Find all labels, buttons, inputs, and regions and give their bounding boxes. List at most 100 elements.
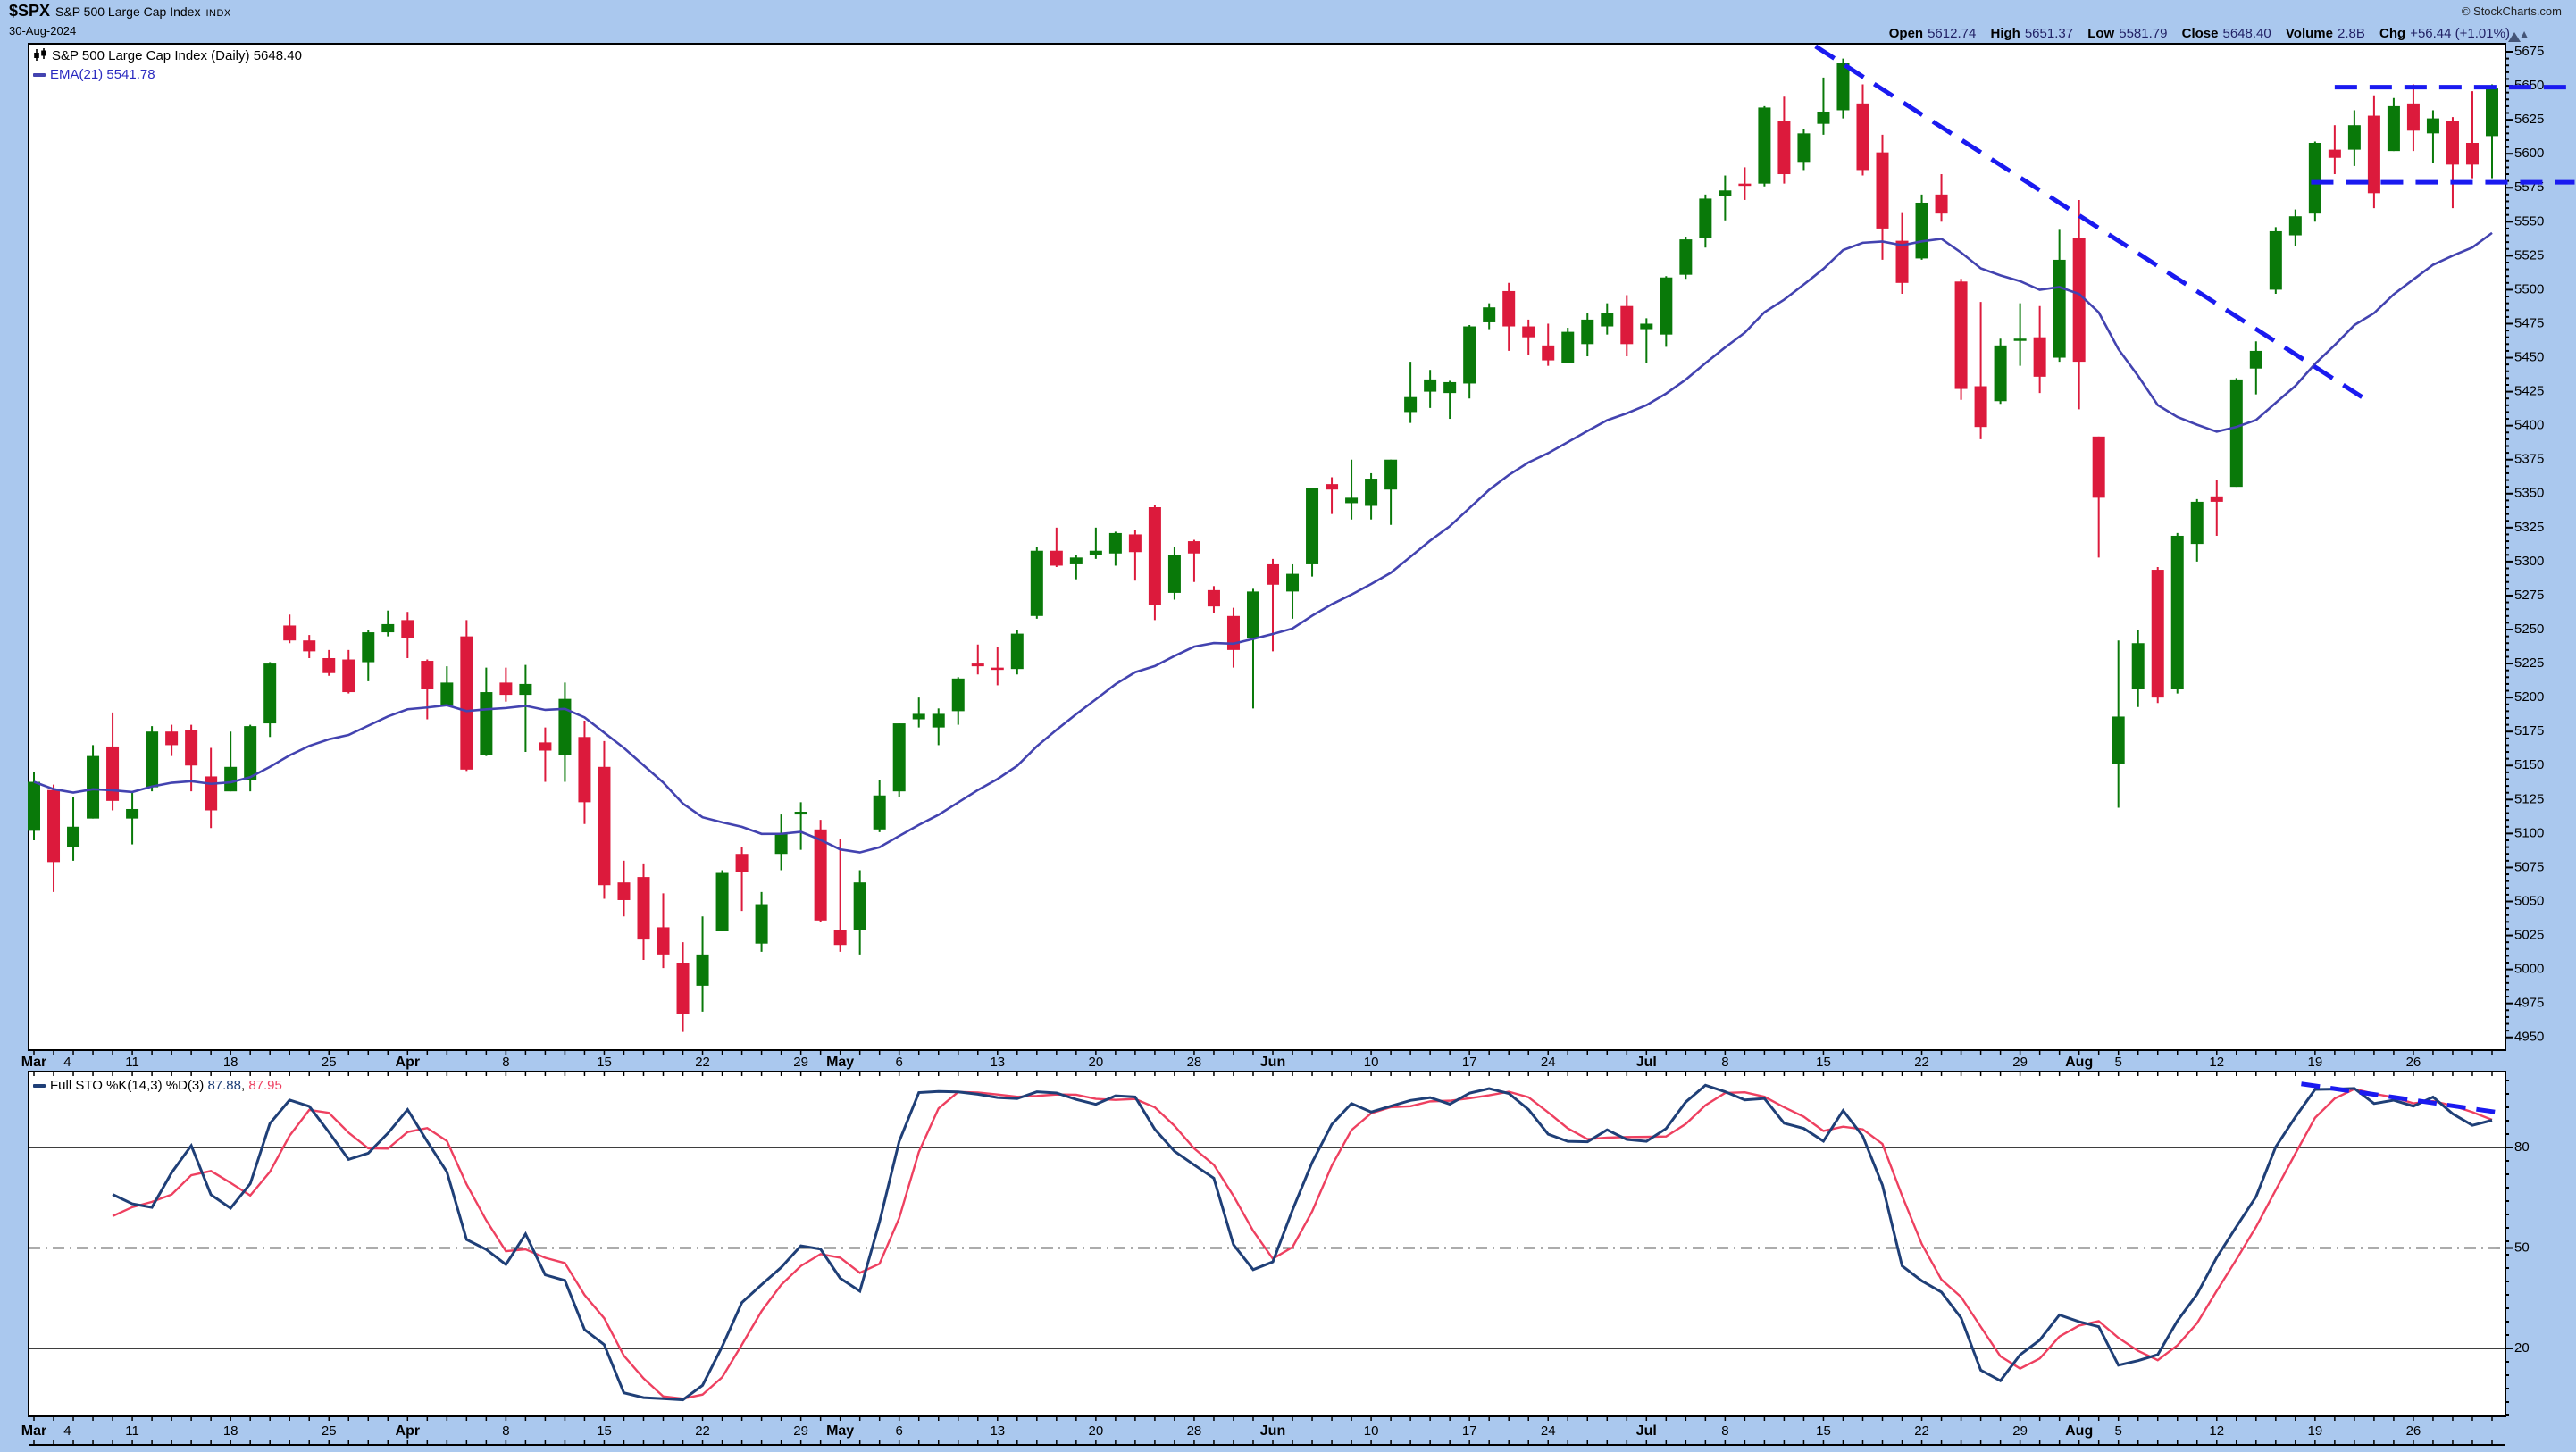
svg-text:Jun: Jun: [1260, 1055, 1285, 1070]
svg-text:25: 25: [322, 1423, 337, 1439]
svg-text:80: 80: [2514, 1139, 2530, 1155]
svg-text:4: 4: [63, 1055, 71, 1070]
chart-date: 30-Aug-2024: [9, 24, 77, 38]
chart-panels: [28, 43, 2506, 1446]
svg-text:18: 18: [223, 1055, 238, 1070]
svg-text:Apr: Apr: [396, 1055, 421, 1070]
stochastic-legend: Full STO %K(14,3) %D(3) 87.88, 87.95: [33, 1078, 282, 1093]
svg-text:Mar: Mar: [21, 1055, 46, 1070]
svg-text:17: 17: [1462, 1055, 1477, 1070]
low-label: Low: [2087, 26, 2115, 41]
svg-text:25: 25: [322, 1055, 337, 1070]
svg-text:8: 8: [502, 1055, 509, 1070]
annotations: [1814, 44, 2575, 1115]
close-value: 5648.40: [2222, 26, 2271, 41]
open-label: Open: [1888, 26, 1924, 41]
svg-text:24: 24: [1541, 1055, 1556, 1070]
svg-text:19: 19: [2308, 1423, 2323, 1439]
ema-value: 5541.78: [106, 67, 155, 82]
svg-text:5: 5: [2115, 1423, 2122, 1439]
svg-text:20: 20: [1089, 1055, 1104, 1070]
svg-text:5050: 5050: [2514, 893, 2544, 908]
svg-text:5075: 5075: [2514, 859, 2544, 874]
svg-text:May: May: [826, 1423, 854, 1439]
svg-text:5425: 5425: [2514, 384, 2544, 399]
svg-text:11: 11: [125, 1423, 139, 1439]
svg-text:6: 6: [896, 1423, 903, 1439]
svg-text:5525: 5525: [2514, 247, 2544, 263]
svg-text:5250: 5250: [2514, 622, 2544, 637]
svg-text:5600: 5600: [2514, 146, 2544, 161]
price-legend: S&P 500 Large Cap Index (Daily) 5648.40 …: [33, 46, 302, 84]
svg-text:26: 26: [2406, 1423, 2421, 1439]
svg-text:5300: 5300: [2514, 554, 2544, 569]
svg-text:10: 10: [1364, 1423, 1379, 1439]
high-label: High: [1990, 26, 2020, 41]
low-value: 5581.79: [2119, 26, 2168, 41]
svg-text:5400: 5400: [2514, 418, 2544, 433]
exchange-label: INDX: [205, 8, 231, 19]
chart-header: $SPX S&P 500 Large Cap Index INDX 30-Aug-2…: [9, 3, 231, 39]
svg-text:28: 28: [1187, 1055, 1202, 1070]
svg-text:5025: 5025: [2514, 928, 2544, 943]
open-value: 5612.74: [1928, 26, 1977, 41]
svg-text:5625: 5625: [2514, 112, 2544, 127]
svg-text:8: 8: [1721, 1055, 1728, 1070]
volume-label: Volume: [2285, 26, 2333, 41]
svg-text:Jun: Jun: [1260, 1423, 1285, 1439]
chg-label: Chg: [2379, 26, 2406, 41]
svg-text:Aug: Aug: [2065, 1423, 2093, 1439]
svg-text:5675: 5675: [2514, 44, 2544, 59]
svg-text:Aug: Aug: [2065, 1055, 2093, 1070]
stockcharts-credit-link[interactable]: © StockCharts.com: [2461, 4, 2562, 18]
svg-text:15: 15: [597, 1055, 612, 1070]
svg-text:5350: 5350: [2514, 486, 2544, 501]
svg-text:18: 18: [223, 1423, 238, 1439]
quote-bar: Open 5612.74 High 5651.37 Low 5581.79 Close…: [1889, 26, 2530, 41]
sto-reference-lines: [29, 1147, 2505, 1349]
sto-k-line: [112, 1083, 2493, 1402]
candlesticks-icon: [34, 48, 46, 61]
svg-text:5375: 5375: [2514, 452, 2544, 467]
svg-text:May: May: [826, 1055, 854, 1070]
svg-text:5450: 5450: [2514, 350, 2544, 365]
svg-text:5225: 5225: [2514, 655, 2544, 671]
svg-text:8: 8: [502, 1423, 509, 1439]
svg-text:29: 29: [793, 1423, 808, 1439]
symbol-name: S&P 500 Large Cap Index: [55, 4, 201, 19]
svg-text:8: 8: [1721, 1423, 1728, 1439]
svg-text:11: 11: [125, 1055, 139, 1070]
svg-text:29: 29: [2012, 1055, 2028, 1070]
price-series-label: S&P 500 Large Cap Index (Daily): [52, 48, 250, 63]
svg-text:5150: 5150: [2514, 757, 2544, 772]
svg-text:5: 5: [2115, 1055, 2122, 1070]
svg-text:17: 17: [1462, 1423, 1477, 1439]
sto-divergence-line: [2301, 1081, 2501, 1115]
svg-text:Jul: Jul: [1636, 1055, 1657, 1070]
svg-text:20: 20: [1089, 1423, 1104, 1439]
sto-d-value: 87.95: [248, 1078, 282, 1093]
svg-text:22: 22: [695, 1423, 710, 1439]
close-label: Close: [2181, 26, 2219, 41]
svg-text:5000: 5000: [2514, 962, 2544, 977]
svg-text:4950: 4950: [2514, 1030, 2544, 1045]
svg-text:Jul: Jul: [1636, 1423, 1657, 1439]
svg-text:15: 15: [597, 1423, 612, 1439]
svg-text:29: 29: [2012, 1423, 2028, 1439]
svg-text:22: 22: [1914, 1423, 1929, 1439]
sto-label: Full STO %K(14,3) %D(3): [50, 1078, 205, 1093]
svg-text:12: 12: [2209, 1055, 2224, 1070]
volume-value: 2.8B: [2337, 26, 2365, 41]
svg-text:10: 10: [1364, 1055, 1379, 1070]
price-y-axis: 4950 4975 5000 5025 5050 5075 5100 5125 5150 5175…: [2505, 32, 2544, 1045]
sto-y-axis: 80 50 20: [2505, 1080, 2530, 1416]
sto-k-value: 87.88: [207, 1078, 241, 1093]
svg-text:15: 15: [1816, 1055, 1831, 1070]
stochastic-lines: [112, 1083, 2493, 1402]
svg-text:12: 12: [2209, 1423, 2224, 1439]
svg-text:13: 13: [990, 1055, 1005, 1070]
symbol: $SPX: [9, 2, 51, 20]
svg-text:Apr: Apr: [396, 1423, 421, 1439]
svg-text:4: 4: [63, 1423, 71, 1439]
